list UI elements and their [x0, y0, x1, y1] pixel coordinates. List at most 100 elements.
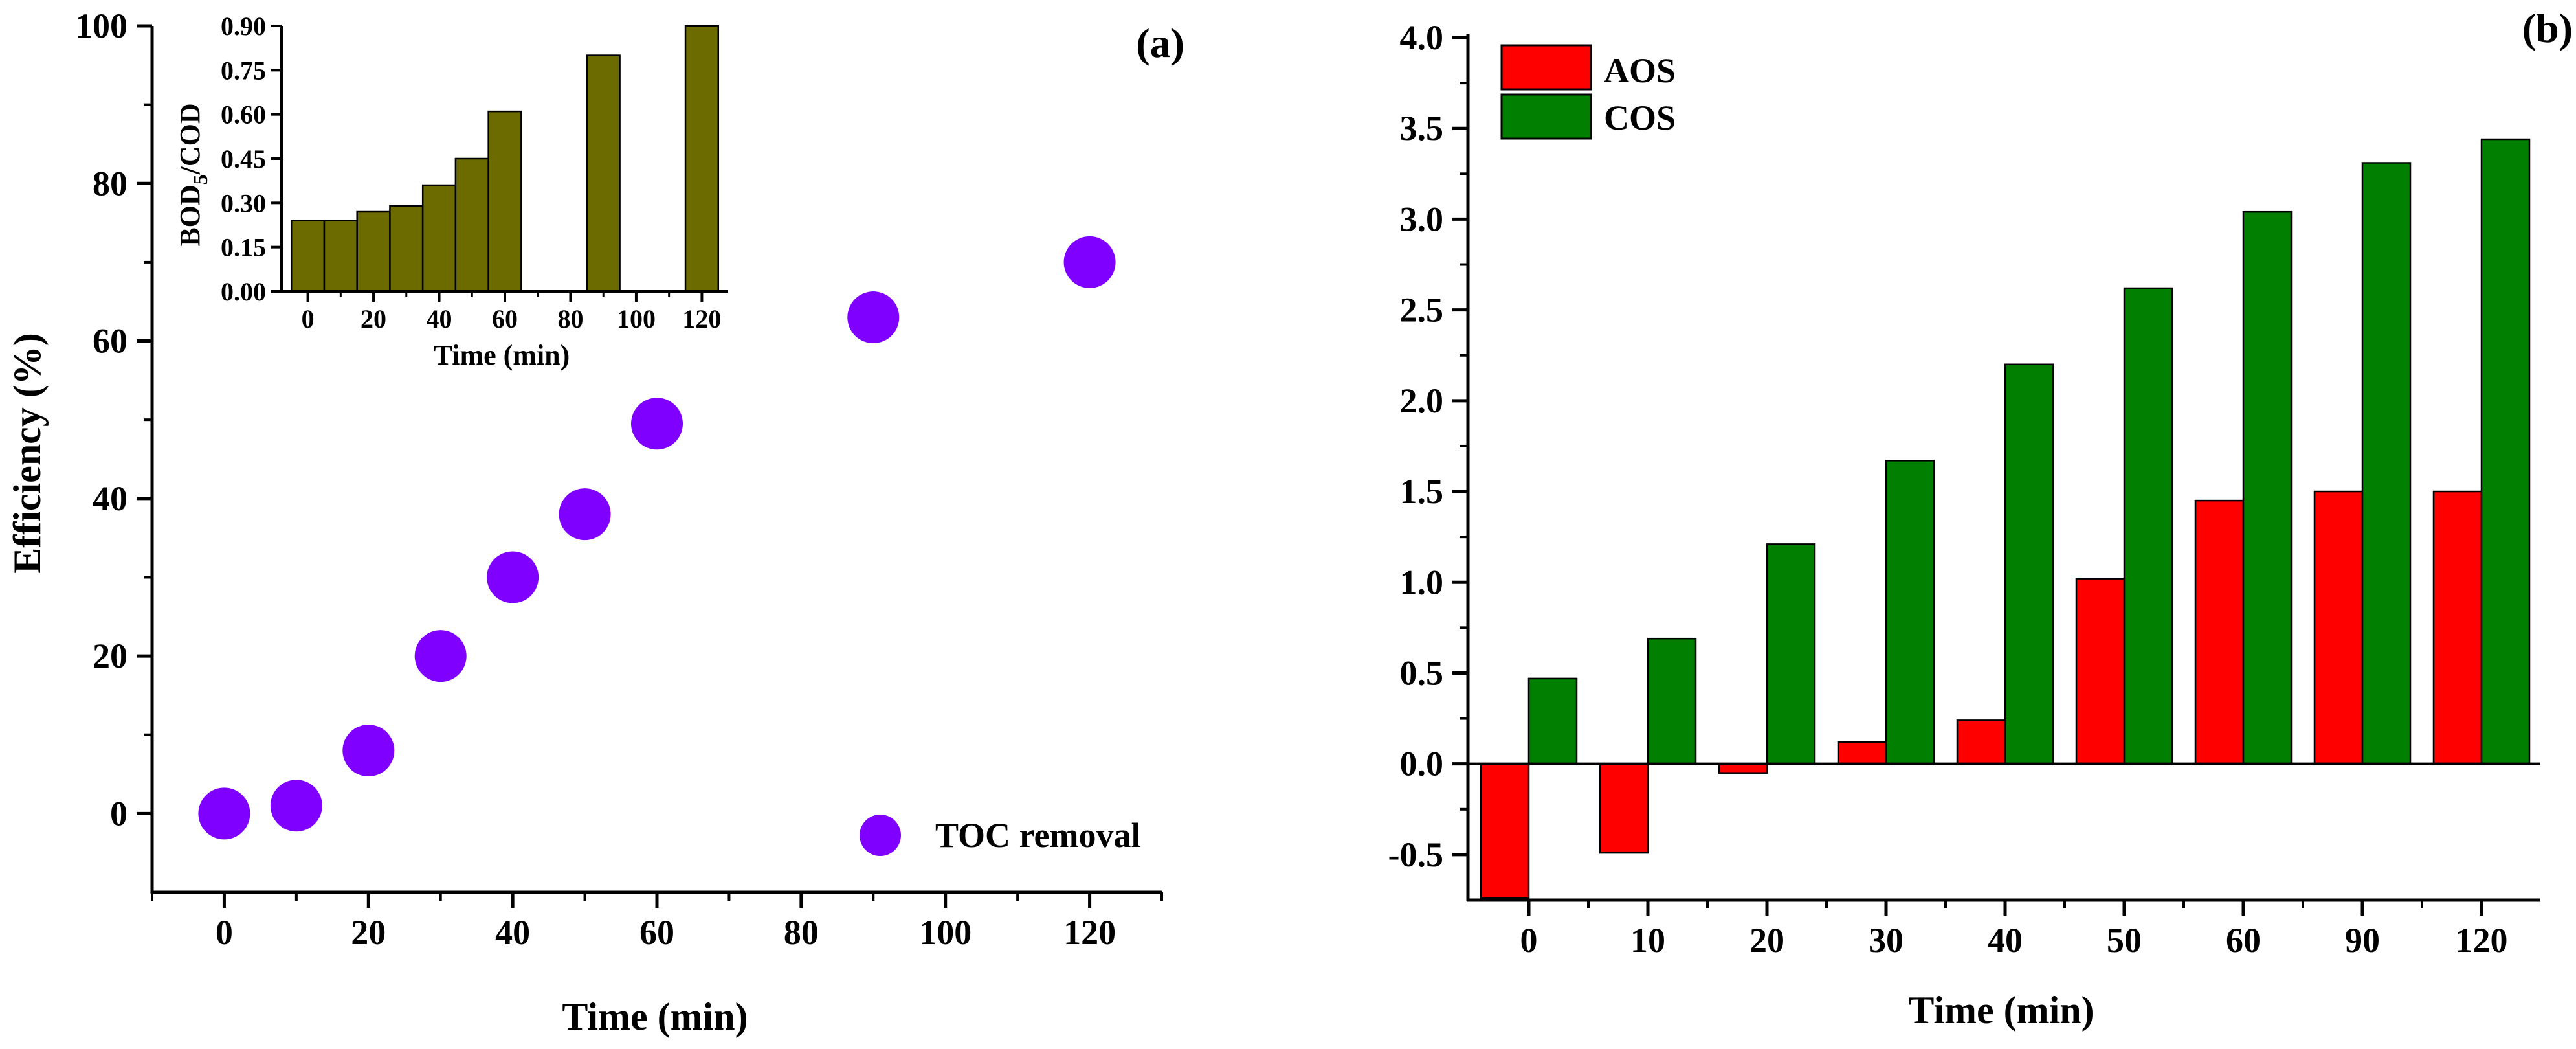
panel-a-x-tick-label: 0: [216, 913, 233, 952]
panel-a-toc-point: [631, 398, 683, 450]
panel-a-x-tick-label: 60: [639, 913, 674, 952]
panel-b-y-tick-label: 2.5: [1400, 291, 1444, 330]
panel-b-legend-cos-label: COS: [1604, 98, 1676, 137]
panel-b-y-tick-label: 0.5: [1400, 653, 1444, 692]
inset-x-tick-label: 20: [361, 304, 386, 333]
panel-b-legend-aos-label: AOS: [1604, 51, 1676, 90]
inset-x-tick-label: 40: [427, 304, 452, 333]
inset-bar: [356, 210, 391, 293]
panel-b-x-tick-label: 40: [1988, 921, 2023, 960]
panel-b-cos-bar: [2242, 210, 2293, 765]
inset-bar: [684, 25, 720, 293]
panel-a-x-tick-label: 100: [919, 913, 972, 952]
panel-a-toc-point: [414, 630, 467, 682]
panel-a-legend-label: TOC removal: [935, 816, 1141, 855]
panel-a-y-tick-label: 100: [75, 6, 128, 45]
panel-b-cos-bar: [1766, 543, 1816, 765]
panel-a-y-tick-label: 60: [93, 322, 128, 361]
inset-bar: [454, 157, 489, 293]
panel-b-cos-bar: [2123, 287, 2173, 765]
panel-a-toc-point: [847, 291, 900, 344]
panel-b-cos-bar: [2004, 363, 2054, 765]
panel-a-toc-point: [559, 488, 611, 541]
panel-b-x-axis-label: Time (min): [1908, 989, 2094, 1032]
panel-b-x-tick-label: 20: [1749, 921, 1784, 960]
panel-a-y-tick-label: 0: [110, 794, 128, 833]
panel-b-aos-bar: [1837, 741, 1887, 765]
panel-a-toc-point: [270, 780, 322, 832]
panel-a-x-tick-label: 120: [1063, 913, 1116, 952]
inset-x-tick-label: 120: [682, 304, 721, 333]
inset-chart: 0.00 0.15 0.30 0.45 0.60 0.75 0.90 0 20 40 60 80 100…: [221, 12, 728, 333]
inset-y-label-tail: /COD: [174, 103, 206, 175]
panel-b-x-tick-label: 60: [2226, 921, 2261, 960]
inset-x-tick-label: 80: [557, 304, 583, 333]
inset-bar: [421, 184, 457, 293]
inset-y-tick-label: 0.45: [221, 144, 266, 174]
panel-a-x-tick-label: 40: [495, 913, 530, 952]
panel-b-x-tick-label: 0: [1520, 921, 1538, 960]
inset-y-tick-label: 0.00: [221, 277, 266, 306]
inset-y-tick-label: 0.15: [221, 233, 266, 262]
panel-b-aos-bar: [2194, 499, 2245, 765]
panel-a-toc-point: [342, 725, 395, 777]
panel-a: 0 20 40 60 80 100 0 20 40 60 80 100 120: [75, 6, 1163, 952]
panel-b-aos-bar: [2313, 490, 2364, 765]
panel-b-x-tick-label: 30: [1869, 921, 1904, 960]
inset-x-tick-label: 100: [617, 304, 656, 333]
panel-a-label: (a): [1136, 20, 1184, 66]
panel-a-legend-marker: [860, 815, 901, 856]
panel-a-x-tick-label: 20: [351, 913, 386, 952]
inset-y-tick-label: 0.75: [221, 56, 266, 85]
panel-b-cos-bar: [1885, 460, 1935, 765]
panel-b-y-tick-label: 1.5: [1400, 472, 1444, 511]
panel-b-aos-bar: [1956, 719, 2006, 765]
inset-x-tick-label: 0: [302, 304, 315, 333]
panel-a-y-tick-label: 40: [93, 479, 128, 518]
inset-bar: [290, 220, 326, 293]
panel-a-toc-point: [487, 551, 539, 603]
inset-x-axis-label: Time (min): [434, 339, 570, 371]
inset-bar: [323, 220, 358, 293]
panel-a-y-axis-label: Efficiency (%): [6, 333, 49, 574]
panel-b-y-tick-label: 3.0: [1400, 199, 1444, 238]
panel-b-cos-bar: [2361, 162, 2412, 765]
panel-b: -0.5 0.0 0.5 1.0 1.5 2.0 2.5 3.0 3.5 4.0 0 10 20 30 40…: [1388, 18, 2540, 960]
panel-b-y-tick-label: 2.0: [1400, 381, 1444, 420]
panel-b-aos-bar: [1599, 763, 1649, 854]
panel-a-toc-point: [1063, 236, 1116, 288]
inset-y-label-subscript: 5: [188, 174, 212, 185]
panel-a-x-axis-label: Time (min): [562, 995, 748, 1038]
panel-b-aos-bar: [2432, 490, 2483, 765]
inset-y-label-main: BOD: [174, 185, 206, 246]
panel-a-y-tick-label: 20: [93, 637, 128, 675]
panel-b-x-tick-label: 90: [2345, 921, 2380, 960]
panel-b-cos-bar: [2480, 138, 2531, 765]
panel-a-toc-point: [198, 787, 250, 840]
panel-a-x-tick-label: 80: [784, 913, 819, 952]
panel-a-y-tick-label: 80: [93, 164, 128, 203]
panel-b-x-tick-label: 50: [2107, 921, 2142, 960]
inset-y-axis-label: BOD5/COD: [174, 103, 212, 246]
inset-bar: [389, 205, 424, 293]
panel-b-y-tick-label: -0.5: [1388, 835, 1443, 874]
panel-b-legend-cos-swatch: [1500, 93, 1592, 140]
panel-b-y-tick-label: 0.0: [1400, 745, 1444, 784]
inset-y-tick-label: 0.90: [221, 12, 266, 41]
panel-b-cos-bar: [1647, 637, 1697, 765]
panel-b-aos-bar: [2075, 578, 2126, 765]
panel-b-y-tick-label: 1.0: [1400, 563, 1444, 602]
inset-bar: [586, 54, 621, 293]
inset-y-tick-label: 0.30: [221, 188, 266, 218]
panel-b-legend-aos-swatch: [1500, 44, 1592, 91]
panel-b-x-tick-label: 10: [1630, 921, 1665, 960]
panel-b-aos-bar: [1480, 763, 1530, 899]
panel-b-y-tick-label: 4.0: [1400, 18, 1444, 57]
panel-b-cos-bar: [1527, 677, 1578, 765]
panel-b-y-tick-label: 3.5: [1400, 109, 1444, 148]
inset-y-tick-label: 0.60: [221, 100, 266, 130]
panel-b-x-tick-label: 120: [2456, 921, 2508, 960]
inset-x-tick-label: 60: [492, 304, 518, 333]
panel-b-aos-bar: [1718, 763, 1768, 774]
